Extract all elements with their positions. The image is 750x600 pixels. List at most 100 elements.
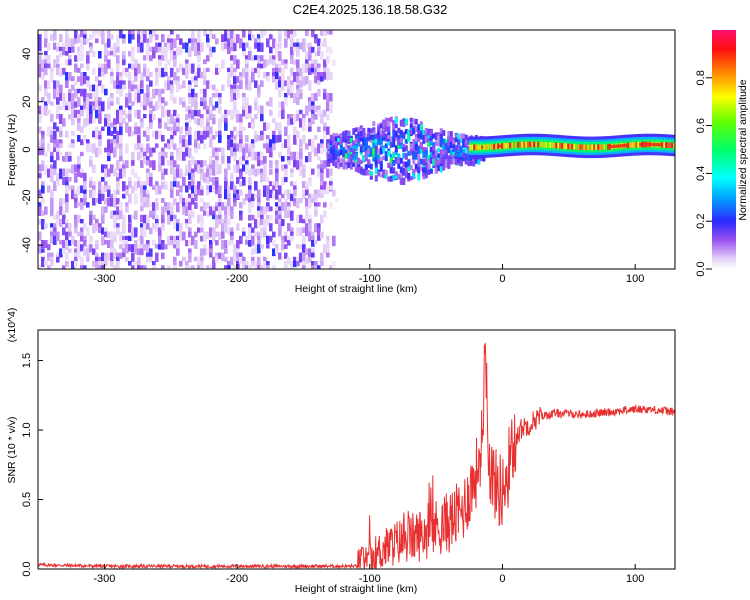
heatmap-cell (281, 235, 285, 244)
heatmap-cell (248, 80, 252, 86)
heatmap-cell (305, 227, 309, 237)
heatmap-cell (404, 118, 408, 125)
heatmap-cell (191, 76, 195, 83)
heatmap-cell (170, 114, 174, 124)
heatmap-cell (80, 151, 84, 157)
heatmap-cell (242, 177, 246, 186)
heatmap-cell (173, 59, 177, 68)
heatmap-cell (41, 97, 45, 103)
heatmap-cell (116, 46, 120, 53)
heatmap-cell (128, 88, 132, 97)
heatmap-cell (191, 156, 195, 166)
heatmap-cell (263, 72, 267, 79)
heatmap-cell (77, 46, 81, 52)
snr-panel: -300 -200 -100 0 100 0.00.51.01.5 Height of … (6, 308, 676, 595)
heatmap-cell (269, 235, 273, 243)
heatmap-cell (414, 143, 418, 151)
snr-frame (37, 329, 676, 570)
heatmap-cell (77, 248, 81, 259)
heatmap-cell (62, 210, 66, 217)
colorbar-tick-label: 0.4 (695, 166, 707, 181)
heatmap-cell (404, 129, 408, 134)
heatmap-cell (125, 185, 129, 192)
heatmap-cell (359, 130, 363, 136)
heatmap-cell (565, 143, 568, 150)
heatmap-cell (185, 122, 189, 129)
heatmap-cell (119, 114, 123, 123)
heatmap-cell (337, 151, 341, 157)
heatmap-cell (266, 139, 270, 145)
heatmap-cell (409, 143, 413, 150)
heatmap-cell (290, 55, 294, 61)
heatmap-cell (122, 248, 126, 256)
heatmap-cell (379, 173, 383, 178)
heatmap-cell (302, 164, 306, 173)
heatmap-cell (275, 80, 279, 90)
heatmap-cell (284, 59, 288, 65)
heatmap-cell (369, 128, 373, 134)
heatmap-cell (149, 147, 153, 157)
heatmap-cell (459, 151, 463, 157)
heatmap-cell (459, 146, 463, 153)
heatmap-cell (176, 248, 180, 256)
heatmap-cell (200, 185, 204, 192)
heatmap-cell (227, 109, 231, 116)
heatmap-cell (92, 261, 96, 267)
heatmap-cell (422, 129, 426, 136)
heatmap-cell (152, 130, 156, 138)
heatmap-cell (212, 160, 216, 170)
heatmap-cell (242, 109, 246, 117)
heatmap-cell (296, 67, 300, 73)
heatmap-cell (342, 147, 346, 154)
heatmap-cell (68, 38, 72, 46)
heatmap-cell (53, 88, 57, 100)
heatmap-cell (152, 147, 156, 153)
heatmap-cell (173, 244, 177, 249)
heatmap-cell (206, 177, 210, 185)
heatmap-cell (83, 118, 87, 128)
heatmap-cell (227, 42, 231, 49)
heatmap-cell (230, 109, 234, 121)
heatmap-cell (218, 193, 222, 201)
snr-series-line (38, 342, 675, 569)
heatmap-cell (317, 265, 321, 269)
heatmap-cell (311, 168, 315, 175)
heatmap-cell (113, 168, 117, 177)
heatmap-cell (176, 118, 180, 124)
heatmap-cell (230, 139, 234, 148)
heatmap-cell (107, 101, 111, 110)
heatmap-cell (62, 118, 66, 127)
heatmap-cell (134, 109, 138, 118)
heatmap-cell (209, 126, 213, 135)
heatmap-cell (474, 158, 478, 164)
heatmap-cell (209, 227, 213, 238)
heatmap-cell (173, 198, 177, 206)
heatmap-cell (284, 261, 288, 269)
heatmap-cell (545, 141, 548, 148)
heatmap-cell (287, 202, 291, 207)
heatmap-cell (164, 101, 168, 106)
heatmap-cell (131, 30, 135, 38)
heatmap-cell (272, 181, 276, 186)
heatmap-cell (74, 38, 78, 44)
heatmap-cell (137, 34, 141, 44)
heatmap-cell (47, 55, 51, 60)
heatmap-cell (80, 198, 84, 205)
y-tick-label: 20 (21, 96, 33, 108)
heatmap-cell (179, 143, 183, 151)
heatmap-cell (56, 80, 60, 89)
heatmap-cell (47, 244, 51, 251)
heatmap-cell (212, 256, 216, 263)
heatmap-cell (414, 153, 418, 159)
heatmap-cell (334, 132, 338, 139)
heatmap-cell (245, 240, 249, 245)
heatmap-cell (347, 148, 351, 154)
heatmap-cell (164, 46, 168, 54)
heatmap-cell (128, 80, 132, 90)
heatmap-cell (146, 240, 150, 246)
heatmap-cell (128, 34, 132, 44)
heatmap-cell (188, 97, 192, 105)
heatmap-cell (266, 135, 270, 140)
heatmap-cell (98, 147, 102, 155)
heatmap-cell (457, 133, 461, 140)
